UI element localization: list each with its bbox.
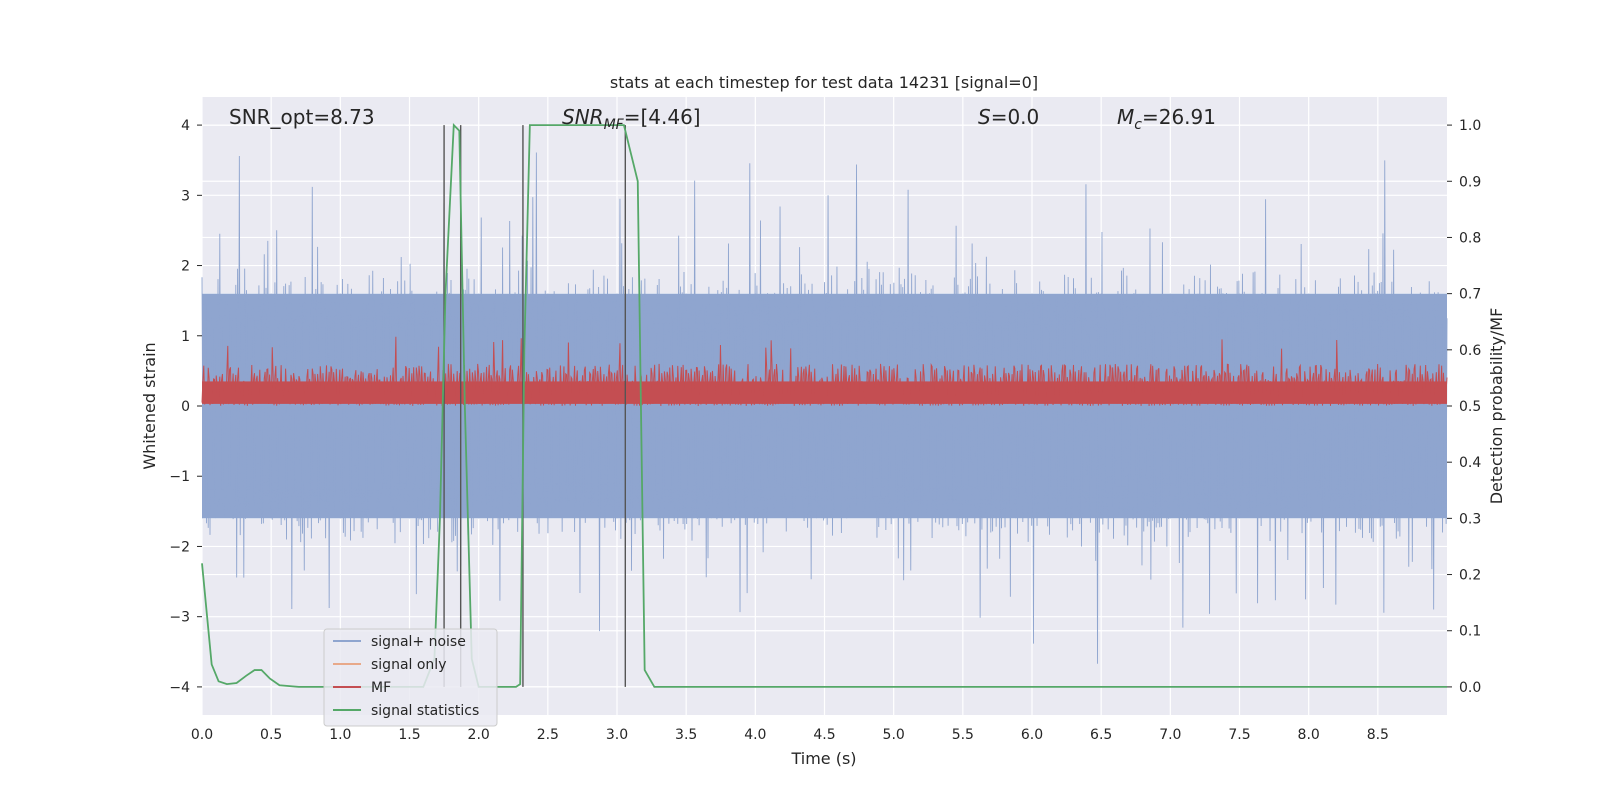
y-right-tick-label: 0.8 bbox=[1459, 230, 1481, 246]
vertical-markers bbox=[443, 125, 626, 687]
stats-series bbox=[201, 122, 1447, 688]
x-tick-label: 3.5 bbox=[675, 727, 697, 743]
y-tick-label: 2 bbox=[181, 259, 190, 275]
snr-mf-main: SNR bbox=[562, 105, 604, 129]
y-right-tick-label: 0.9 bbox=[1459, 174, 1481, 190]
snr-mf-annotation: SNRMF=[4.46] bbox=[562, 105, 701, 133]
x-tick-label: 5.0 bbox=[883, 727, 905, 743]
y-tick-label: 1 bbox=[181, 329, 190, 345]
x-tick-label: 6.5 bbox=[1090, 727, 1112, 743]
y-right-tick-label: 0.6 bbox=[1459, 343, 1481, 359]
x-tick-label: 7.0 bbox=[1159, 727, 1181, 743]
y-right-tick-label: 0.0 bbox=[1459, 680, 1481, 696]
y-tick-label: 4 bbox=[181, 118, 190, 134]
s-main: S bbox=[978, 105, 991, 129]
signal-statistics-line bbox=[201, 122, 1447, 688]
x-tick-label: 4.5 bbox=[813, 727, 835, 743]
s-annotation: S=0.0 bbox=[978, 105, 1039, 129]
x-tick-label: 3.0 bbox=[606, 727, 628, 743]
x-axis-label: Time (s) bbox=[790, 749, 856, 768]
s-rest: =0.0 bbox=[991, 105, 1040, 129]
noise-series bbox=[201, 152, 1448, 664]
y-right-tick-label: 0.1 bbox=[1459, 624, 1481, 640]
x-tick-label: 6.0 bbox=[1021, 727, 1043, 743]
chart-title: stats at each timestep for test data 142… bbox=[610, 73, 1038, 92]
x-tick-label: 4.0 bbox=[744, 727, 766, 743]
x-tick-labels: 0.0 0.5 1.0 1.5 2.0 2.5 3.0 3.5 4.0 4.5 5.0 5.5 6.0 6… bbox=[191, 727, 1389, 743]
legend-label-stats: signal statistics bbox=[371, 703, 479, 719]
y-tick-label: −3 bbox=[169, 610, 190, 626]
x-tick-label: 8.5 bbox=[1367, 727, 1389, 743]
legend-label-noise: signal+ noise bbox=[371, 634, 466, 650]
x-tick-label: 1.0 bbox=[329, 727, 351, 743]
x-tick-label: 0.5 bbox=[260, 727, 282, 743]
y-right-tick-label: 1.0 bbox=[1459, 118, 1481, 134]
noise-trace bbox=[201, 152, 1448, 664]
legend-label-mf: MF bbox=[371, 680, 391, 696]
snr-mf-rest: =[4.46] bbox=[624, 105, 701, 129]
x-tick-label: 2.5 bbox=[537, 727, 559, 743]
x-tick-label: 8.0 bbox=[1298, 727, 1320, 743]
x-tick-label: 2.0 bbox=[468, 727, 490, 743]
y-tick-label: −4 bbox=[169, 680, 190, 696]
x-tick-label: 0.0 bbox=[191, 727, 213, 743]
mf-series bbox=[201, 336, 1448, 406]
y-tick-label: 0 bbox=[181, 399, 190, 415]
y-tick-label: −1 bbox=[169, 469, 190, 485]
y-right-tick-label: 0.2 bbox=[1459, 568, 1481, 584]
y-tick-label: 3 bbox=[181, 188, 190, 204]
mc-sub: c bbox=[1134, 117, 1142, 133]
snr-opt-annotation: SNR_opt=8.73 bbox=[229, 105, 375, 129]
x-tick-label: 5.5 bbox=[952, 727, 974, 743]
legend-label-signal: signal only bbox=[371, 657, 446, 673]
snr-mf-sub: MF bbox=[604, 117, 625, 133]
y-right-tick-labels: 1.0 0.9 0.8 0.7 0.6 0.5 0.4 0.3 0.2 0.1 0.0 bbox=[1447, 118, 1481, 696]
y-right-tick-label: 0.4 bbox=[1459, 455, 1481, 471]
mc-main: M bbox=[1117, 105, 1134, 129]
y-tick-label: −2 bbox=[169, 539, 190, 555]
legend-box bbox=[323, 628, 498, 727]
y-right-tick-label: 0.5 bbox=[1459, 399, 1481, 415]
y-axis-label: Whitened strain bbox=[140, 342, 159, 469]
y-right-tick-label: 0.3 bbox=[1459, 511, 1481, 527]
mf-trace bbox=[201, 336, 1448, 406]
y-tick-labels: 4 3 2 1 0 −1 −2 −3 −4 bbox=[169, 118, 202, 696]
x-tick-label: 7.5 bbox=[1228, 727, 1250, 743]
mc-rest: =26.91 bbox=[1142, 105, 1216, 129]
mc-annotation: Mc=26.91 bbox=[1117, 105, 1216, 133]
x-tick-label: 1.5 bbox=[398, 727, 420, 743]
legend: signal+ noise signal only MF signal stat… bbox=[323, 628, 498, 727]
y-right-tick-label: 0.7 bbox=[1459, 287, 1481, 303]
y-right-axis-label: Detection probability/MF bbox=[1487, 308, 1506, 505]
